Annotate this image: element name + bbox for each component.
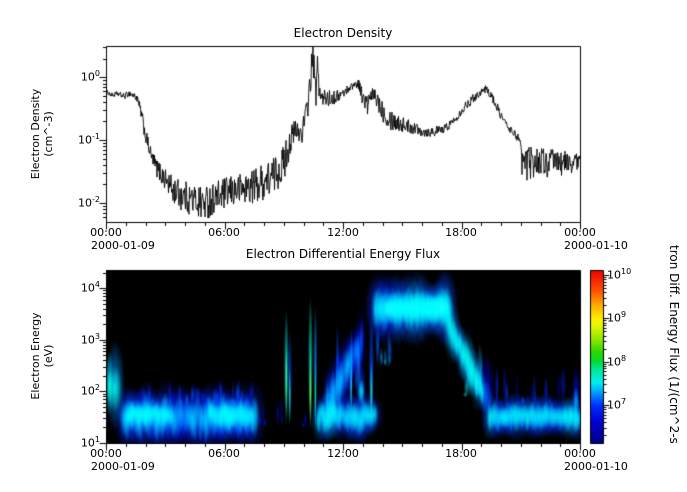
date-label: 2000-01-09 (91, 460, 155, 473)
date-label: 2000-01-10 (564, 460, 628, 473)
colorbar-tick-label: 109 (607, 310, 627, 325)
energy-y-axis-label: Electron Energy (eV) (29, 256, 57, 456)
colorbar-tick-label: 107 (607, 397, 627, 412)
date-label: 2000-01-10 (564, 239, 628, 252)
energy-y-axis-label-line2: (eV) (42, 344, 55, 368)
colorbar-tick-label: 1010 (607, 267, 632, 282)
date-label: 2000-01-09 (91, 239, 155, 252)
y-tick-label: 100 (80, 69, 100, 84)
top-chart-title: Electron Density (293, 26, 393, 40)
y-tick-label: 103 (80, 332, 100, 347)
x-tick-label: 00:00 (90, 226, 122, 239)
colorbar-axis-label: tron Diff. Energy Flux (1/(cm^2-s (667, 245, 681, 444)
x-tick-label: 00:00 (564, 447, 596, 460)
x-tick-label: 18:00 (445, 226, 477, 239)
x-tick-label: 00:00 (564, 226, 596, 239)
y-tick-label: 104 (80, 280, 100, 295)
y-tick-label: 10-2 (78, 195, 100, 210)
spectrogram-title: Electron Differential Energy Flux (245, 247, 441, 261)
x-tick-label: 18:00 (445, 447, 477, 460)
x-tick-label: 06:00 (208, 447, 240, 460)
y-tick-label: 10-1 (78, 132, 100, 147)
x-tick-label: 00:00 (90, 447, 122, 460)
y-tick-label: 101 (80, 435, 100, 450)
x-tick-label: 12:00 (327, 226, 359, 239)
y-tick-label: 102 (80, 383, 100, 398)
x-tick-label: 12:00 (327, 447, 359, 460)
density-y-axis-label-line1: Electron Density (29, 88, 42, 180)
x-tick-label: 06:00 (208, 226, 240, 239)
density-y-axis-label: Electron Density (cm^-3) (29, 34, 57, 234)
energy-y-axis-label-line1: Electron Energy (29, 312, 42, 400)
density-y-axis-label-line2: (cm^-3) (42, 111, 55, 157)
colorbar-tick-label: 108 (607, 354, 627, 369)
